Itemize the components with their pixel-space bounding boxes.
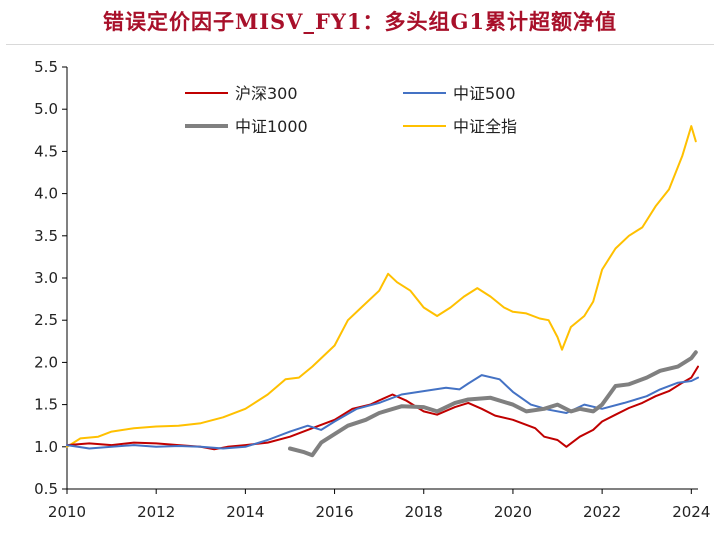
- y-tick-label: 2.0: [34, 353, 58, 371]
- legend-label-3: 中证全指: [453, 117, 517, 136]
- x-tick-label: 2020: [494, 503, 532, 521]
- y-tick-label: 4.5: [34, 142, 58, 160]
- y-tick-label: 0.5: [34, 480, 58, 498]
- series-line-2: [288, 350, 698, 458]
- legend-label-1: 中证500: [453, 84, 516, 103]
- y-tick-label: 5.0: [34, 100, 58, 118]
- y-tick-label: 2.5: [34, 311, 58, 329]
- x-tick-label: 2016: [315, 503, 353, 521]
- y-tick-label: 1.5: [34, 396, 58, 414]
- chart-title: 错误定价因子MISV_FY1：多头组G1累计超额净值: [102, 9, 618, 34]
- legend-label-0: 沪深300: [235, 84, 298, 103]
- legend-label-2: 中证1000: [235, 117, 308, 136]
- x-tick-label: 2018: [405, 503, 443, 521]
- title-divider: [6, 44, 714, 45]
- y-tick-label: 1.0: [34, 438, 58, 456]
- x-tick-label: 2010: [48, 503, 86, 521]
- series-line-1: [66, 374, 699, 450]
- chart-legend: 沪深300 中证500 中证1000 中证全指: [185, 84, 517, 136]
- chart-series: [66, 125, 699, 458]
- x-tick-label: 2022: [583, 503, 621, 521]
- y-tick-label: 3.5: [34, 227, 58, 245]
- chart-axes: 0.5 1.0 1.5 2.0 2.5 3.0 3.5 4.0 4.5 5.0 5.5 2010 201…: [34, 58, 710, 521]
- y-tick-label: 4.0: [34, 185, 58, 203]
- y-tick-label: 5.5: [34, 58, 58, 76]
- series-line-3: [66, 125, 697, 448]
- y-tick-label: 3.0: [34, 269, 58, 287]
- x-tick-label: 2012: [137, 503, 175, 521]
- x-tick-label: 2014: [226, 503, 264, 521]
- x-tick-label: 2024: [672, 503, 710, 521]
